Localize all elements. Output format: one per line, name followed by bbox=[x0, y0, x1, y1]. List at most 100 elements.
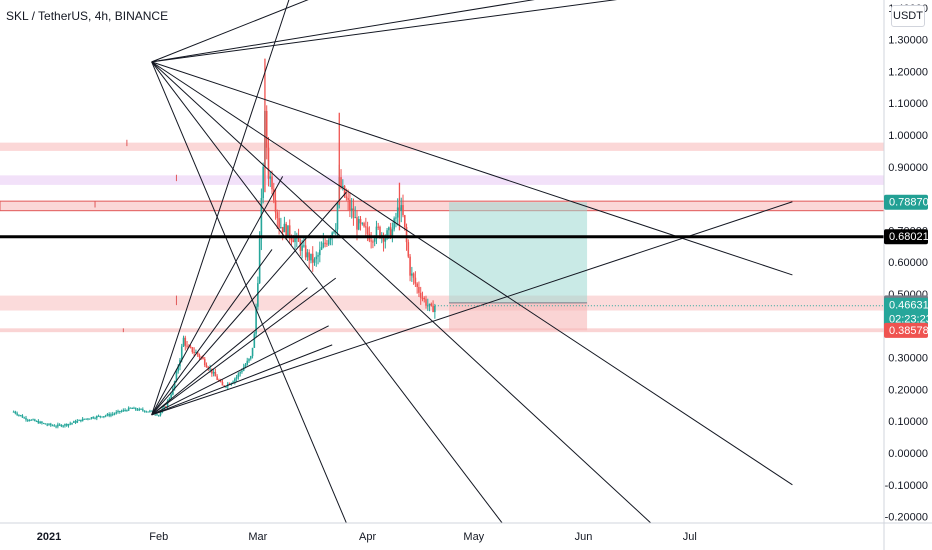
candle-body bbox=[237, 373, 240, 377]
candle-body bbox=[375, 226, 378, 239]
candle-body bbox=[319, 249, 321, 256]
candle-body bbox=[281, 227, 284, 233]
candle-body bbox=[74, 421, 77, 423]
candle-body bbox=[345, 196, 348, 199]
candle-body bbox=[28, 420, 31, 422]
candle-body bbox=[276, 212, 279, 219]
candle-body bbox=[304, 245, 307, 258]
price-axis-bg bbox=[884, 0, 932, 550]
candle-body bbox=[26, 419, 29, 421]
candle-body bbox=[395, 217, 397, 219]
candle-body bbox=[108, 414, 110, 416]
candle-body bbox=[269, 176, 272, 179]
candle-body bbox=[32, 419, 34, 421]
candle-body bbox=[278, 218, 280, 228]
candle-body bbox=[425, 299, 427, 306]
candle-body bbox=[377, 226, 380, 228]
fan-low-line-0 bbox=[151, 0, 290, 415]
candle-body bbox=[402, 205, 404, 216]
candle-body bbox=[297, 235, 300, 242]
candle-body bbox=[44, 423, 47, 425]
candle-body bbox=[131, 408, 133, 410]
candle-body bbox=[301, 245, 303, 251]
currency-button[interactable]: USDT bbox=[891, 5, 925, 27]
candle-body bbox=[186, 345, 188, 347]
fan-low-line-7 bbox=[151, 344, 333, 416]
candles-layer bbox=[12, 58, 436, 429]
candle-body bbox=[347, 198, 349, 200]
candle-body bbox=[292, 240, 295, 243]
trendlines-layer bbox=[0, 0, 884, 524]
candle-body bbox=[241, 370, 243, 373]
candle-body bbox=[315, 256, 318, 260]
candle-body bbox=[310, 253, 312, 261]
candle-body bbox=[119, 410, 121, 412]
candle-body bbox=[163, 406, 165, 410]
candle-body bbox=[87, 418, 89, 420]
candle-body bbox=[246, 360, 249, 365]
candle-body bbox=[352, 208, 355, 218]
candle-body bbox=[147, 411, 149, 413]
x-tick-label: 2021 bbox=[37, 531, 61, 543]
candle-body bbox=[400, 205, 403, 211]
time-axis-bg bbox=[0, 523, 932, 550]
candle-body bbox=[418, 286, 420, 293]
price-badge-3 bbox=[884, 297, 928, 328]
candle-body bbox=[359, 219, 362, 224]
candle-body bbox=[299, 241, 302, 251]
candle-body bbox=[21, 415, 24, 418]
candle-body bbox=[94, 418, 96, 420]
candle-body bbox=[283, 223, 286, 233]
candle-body bbox=[373, 238, 376, 242]
candle-body bbox=[23, 417, 26, 419]
candle-body bbox=[403, 215, 406, 228]
candle-body bbox=[225, 386, 227, 388]
candle-body bbox=[117, 410, 119, 412]
candle-body bbox=[48, 423, 50, 425]
candle-body bbox=[255, 306, 257, 334]
candle-body bbox=[19, 415, 22, 417]
candle-body bbox=[343, 185, 346, 197]
candle-body bbox=[258, 238, 261, 284]
candle-body bbox=[42, 423, 45, 425]
candle-body bbox=[349, 199, 351, 211]
candle-body bbox=[156, 414, 158, 416]
candle-body bbox=[14, 411, 17, 414]
candle-body bbox=[386, 230, 388, 239]
candle-body bbox=[329, 237, 332, 241]
candle-body bbox=[340, 177, 342, 188]
candle-body bbox=[127, 407, 130, 411]
candle-body bbox=[99, 415, 102, 417]
candle-body bbox=[370, 240, 372, 242]
candle-body bbox=[83, 418, 86, 420]
candle-body bbox=[62, 425, 64, 427]
candle-body bbox=[203, 359, 206, 366]
candle-body bbox=[294, 238, 296, 243]
candle-body bbox=[391, 229, 394, 238]
candle-body bbox=[18, 414, 20, 416]
candle-body bbox=[149, 410, 151, 412]
candle-body bbox=[126, 410, 128, 412]
candle-body bbox=[313, 259, 316, 263]
candle-body bbox=[428, 303, 431, 306]
candle-body bbox=[191, 347, 194, 353]
candle-body bbox=[274, 200, 277, 213]
candle-body bbox=[120, 410, 123, 412]
y-tick-label: 1.10000 bbox=[888, 98, 928, 110]
fan-high-line-0 bbox=[151, 0, 309, 63]
candle-body bbox=[405, 227, 408, 243]
position-layer bbox=[449, 202, 588, 331]
candle-body bbox=[306, 252, 309, 258]
candle-body bbox=[177, 366, 180, 372]
candle-body bbox=[175, 371, 178, 382]
candle-body bbox=[124, 409, 126, 411]
candle-body bbox=[195, 352, 197, 354]
candle-body bbox=[30, 419, 33, 421]
candle-body bbox=[12, 411, 15, 413]
candle-body bbox=[71, 422, 73, 424]
zone-2 bbox=[0, 200, 885, 212]
candle-body bbox=[25, 417, 27, 420]
candle-body bbox=[382, 234, 385, 242]
